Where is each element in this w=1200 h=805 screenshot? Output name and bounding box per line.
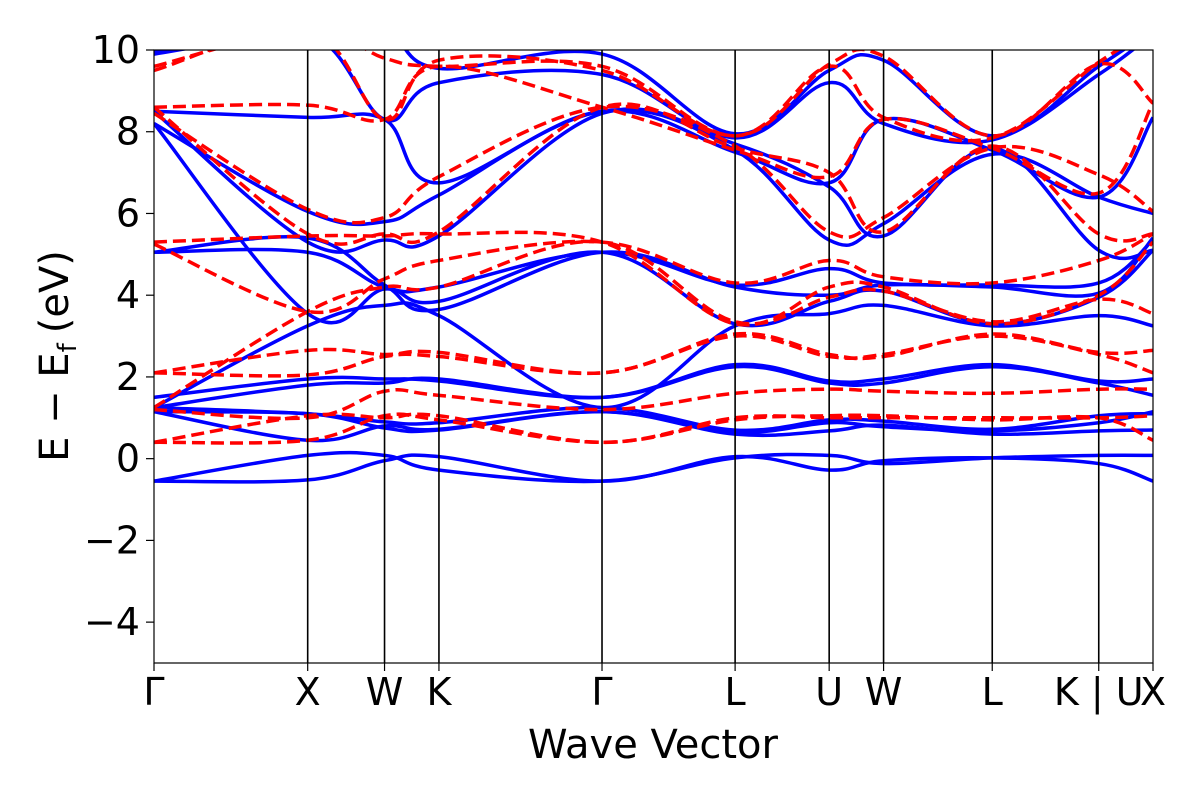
y-tick-label: 0 xyxy=(116,437,140,481)
y-axis-title-subscript: f xyxy=(53,342,83,352)
y-axis-ticks: −4 −2 0 2 4 6 8 10 xyxy=(84,28,154,644)
solid-band-15 xyxy=(154,50,1136,145)
y-axis-title: E − Ef (eV) xyxy=(32,250,83,462)
dashed-band-10 xyxy=(154,102,1153,246)
dashed-band-2 xyxy=(154,412,1153,445)
solid-band-12 xyxy=(154,107,1153,247)
y-tick-label: −2 xyxy=(84,518,140,562)
x-tick-label: K xyxy=(426,670,452,714)
x-axis-title: Wave Vector xyxy=(528,722,779,768)
x-tick-label: X xyxy=(1140,670,1166,714)
x-tick-label: X xyxy=(295,670,321,714)
x-tick-label: W xyxy=(865,670,903,714)
x-tick-label: L xyxy=(725,670,746,714)
band-lines xyxy=(154,50,1153,484)
high-symmetry-lines xyxy=(306,50,1100,663)
solid-band-2 xyxy=(154,450,1153,484)
dashed-band-7 xyxy=(154,232,1153,315)
dashed-band-8 xyxy=(154,230,1153,327)
dashed-band-5 xyxy=(154,331,1153,375)
y-tick-label: 8 xyxy=(116,110,140,154)
solid-band-11 xyxy=(154,235,1153,313)
plot-frame xyxy=(153,49,1154,664)
dashed-band-9 xyxy=(154,104,1153,239)
y-tick-label: 4 xyxy=(116,273,140,317)
y-tick-label: 2 xyxy=(116,355,140,399)
x-tick-label: K | U xyxy=(1054,670,1144,715)
x-tick-label: Γ xyxy=(591,670,612,714)
solid-band-7 xyxy=(154,364,1153,410)
solid-band-8 xyxy=(154,301,1153,410)
x-tick-label: W xyxy=(366,670,404,714)
x-tick-label: Γ xyxy=(143,670,164,714)
x-tick-label: L xyxy=(982,670,1003,714)
y-axis-title-main: E − E xyxy=(32,352,78,462)
solid-band-10 xyxy=(154,238,1153,294)
solid-band-14 xyxy=(154,108,1153,200)
solid-band-4 xyxy=(154,409,1153,435)
x-tick-label: U xyxy=(815,670,843,714)
dashed-band-6 xyxy=(154,239,1153,410)
dashed-band-4 xyxy=(154,334,1153,378)
dashed-band-3 xyxy=(154,387,1153,421)
y-tick-label: 10 xyxy=(92,28,140,72)
y-axis-title-unit: (eV) xyxy=(32,250,78,333)
y-tick-label: −4 xyxy=(84,600,140,644)
y-tick-label: 6 xyxy=(116,191,140,235)
solid-band-16 xyxy=(154,50,1127,138)
dashed-band-11 xyxy=(154,64,1153,196)
